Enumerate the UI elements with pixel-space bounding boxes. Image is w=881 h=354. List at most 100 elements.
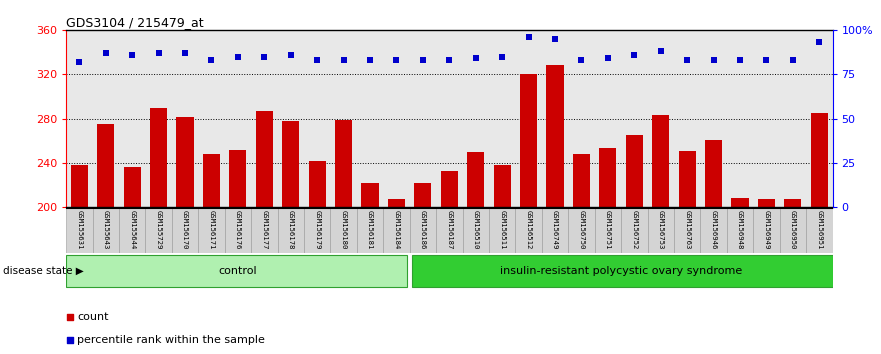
Bar xyxy=(123,167,141,207)
Text: GSM156951: GSM156951 xyxy=(817,210,822,250)
Point xyxy=(284,52,298,58)
Point xyxy=(152,50,166,56)
Bar xyxy=(176,118,194,207)
Bar xyxy=(412,255,833,287)
Text: GSM156750: GSM156750 xyxy=(579,210,584,250)
Text: GSM156512: GSM156512 xyxy=(526,210,531,250)
Bar xyxy=(599,148,617,207)
Bar xyxy=(383,208,410,253)
Bar xyxy=(278,208,304,253)
Text: GSM156949: GSM156949 xyxy=(764,210,769,250)
Bar xyxy=(304,208,330,253)
Point xyxy=(204,57,218,63)
Bar xyxy=(388,199,405,207)
Point xyxy=(707,57,721,63)
Bar xyxy=(172,208,198,253)
Text: disease state ▶: disease state ▶ xyxy=(3,266,84,276)
Text: GSM156171: GSM156171 xyxy=(209,210,214,250)
Bar xyxy=(440,171,458,207)
Point xyxy=(337,57,351,63)
Bar xyxy=(542,208,568,253)
Bar xyxy=(467,152,485,207)
Bar xyxy=(493,165,511,207)
Text: GSM156510: GSM156510 xyxy=(473,210,478,250)
Text: count: count xyxy=(78,312,108,322)
Point xyxy=(319,233,333,238)
Bar xyxy=(70,165,88,207)
Point xyxy=(812,40,826,45)
Text: GSM156751: GSM156751 xyxy=(605,210,611,250)
Bar xyxy=(330,208,357,253)
Point xyxy=(759,57,774,63)
Text: GSM155729: GSM155729 xyxy=(156,210,161,250)
Bar xyxy=(520,74,537,207)
Bar xyxy=(361,183,379,207)
Text: control: control xyxy=(218,266,257,276)
Bar xyxy=(546,65,564,207)
Bar xyxy=(758,199,775,207)
Text: GSM156180: GSM156180 xyxy=(341,210,346,250)
Bar xyxy=(573,154,590,207)
Bar xyxy=(203,154,220,207)
Point xyxy=(389,57,403,63)
Point xyxy=(495,54,509,59)
Point xyxy=(231,54,245,59)
Point xyxy=(178,50,192,56)
Point xyxy=(574,57,589,63)
Text: GSM155631: GSM155631 xyxy=(77,210,82,250)
Text: GSM156181: GSM156181 xyxy=(367,210,373,250)
Text: GSM156946: GSM156946 xyxy=(711,210,716,250)
Text: insulin-resistant polycystic ovary syndrome: insulin-resistant polycystic ovary syndr… xyxy=(500,266,742,276)
Bar xyxy=(308,161,326,207)
Point xyxy=(654,48,668,54)
Bar xyxy=(568,208,595,253)
Bar xyxy=(678,151,696,207)
Bar xyxy=(229,149,247,207)
Text: GSM156186: GSM156186 xyxy=(420,210,426,250)
Text: GSM155643: GSM155643 xyxy=(103,210,108,250)
Text: percentile rank within the sample: percentile rank within the sample xyxy=(78,335,265,346)
Text: GSM156753: GSM156753 xyxy=(658,210,663,250)
Bar xyxy=(727,208,753,253)
Bar xyxy=(66,208,93,253)
Text: GSM156179: GSM156179 xyxy=(315,210,320,250)
Point xyxy=(601,56,615,61)
Bar xyxy=(700,208,727,253)
Point xyxy=(125,52,139,58)
Bar xyxy=(811,113,828,207)
Text: GSM156749: GSM156749 xyxy=(552,210,558,250)
Text: GDS3104 / 215479_at: GDS3104 / 215479_at xyxy=(66,16,204,29)
Text: GSM156170: GSM156170 xyxy=(182,210,188,250)
Bar xyxy=(93,208,119,253)
Point xyxy=(72,59,86,65)
Point xyxy=(548,36,562,42)
Text: GSM156511: GSM156511 xyxy=(500,210,505,250)
Point xyxy=(416,57,430,63)
Bar xyxy=(410,208,436,253)
Point xyxy=(310,57,324,63)
Bar xyxy=(674,208,700,253)
Bar xyxy=(621,208,648,253)
Bar xyxy=(489,208,515,253)
Bar xyxy=(198,208,225,253)
Text: GSM156763: GSM156763 xyxy=(685,210,690,250)
Bar xyxy=(515,208,542,253)
Bar xyxy=(251,208,278,253)
Bar xyxy=(626,135,643,207)
Text: GSM156950: GSM156950 xyxy=(790,210,796,250)
Bar xyxy=(463,208,489,253)
Text: GSM156187: GSM156187 xyxy=(447,210,452,250)
Bar xyxy=(436,208,463,253)
Bar xyxy=(225,208,251,253)
Point xyxy=(257,54,271,59)
Bar xyxy=(595,208,621,253)
Point xyxy=(733,57,747,63)
Bar xyxy=(335,120,352,207)
Text: GSM156752: GSM156752 xyxy=(632,210,637,250)
Bar xyxy=(648,208,674,253)
Bar xyxy=(282,121,300,207)
Bar xyxy=(652,115,670,207)
Bar xyxy=(806,208,833,253)
Bar xyxy=(784,199,802,207)
Bar xyxy=(414,183,432,207)
